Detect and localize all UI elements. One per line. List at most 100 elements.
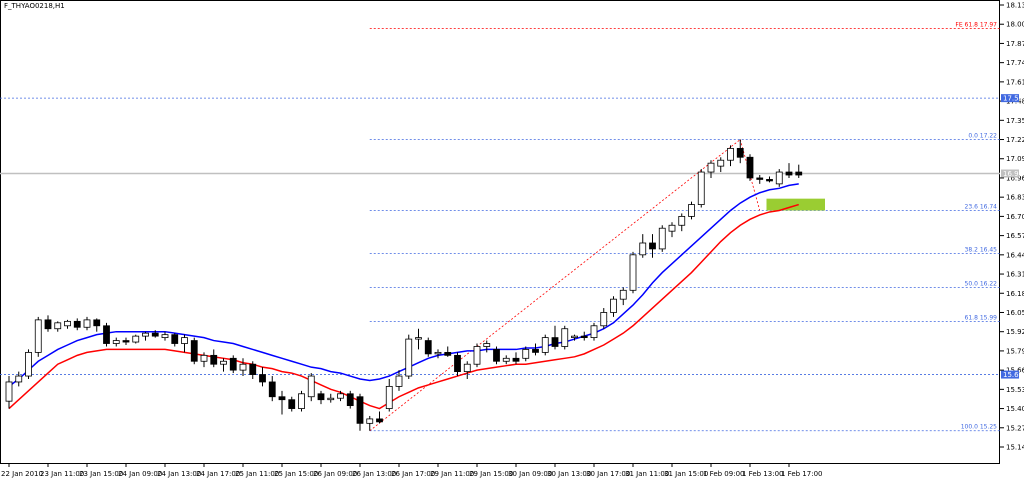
candle-body	[619, 289, 627, 300]
candle-body	[541, 337, 549, 353]
candle-body	[678, 215, 686, 226]
candle-body	[190, 340, 198, 362]
candle-body	[161, 334, 169, 339]
fibo-label: 23.6 16.74	[965, 203, 998, 210]
x-tick-label: 26 Jan 09:00	[313, 470, 357, 478]
x-tick-label: 26 Jan 17:00	[391, 470, 435, 478]
candle-body	[83, 319, 91, 328]
candle-body	[785, 171, 793, 176]
candle-body	[727, 147, 734, 161]
candle-body	[337, 393, 344, 399]
price-badge-label: 16.99	[1003, 170, 1023, 178]
x-tick-label: 29 Jan 15:00	[469, 470, 513, 478]
candle-body	[288, 399, 296, 409]
price-badge	[1001, 94, 1019, 103]
candle-body	[142, 332, 149, 337]
candle-body	[473, 346, 481, 365]
candle-body	[434, 351, 442, 355]
x-tick-label: 25 Jan 11:00	[235, 470, 279, 478]
x-tick-label: 1 Feb 13:00	[742, 470, 783, 478]
candle-body	[356, 396, 364, 424]
candle-body	[580, 335, 588, 339]
candle-body	[746, 156, 754, 179]
y-tick-label: 17.35	[1006, 117, 1024, 125]
y-tick-label: 17.87	[1006, 40, 1024, 48]
candle-body	[385, 385, 393, 409]
y-tick-label: 15.27	[1006, 424, 1024, 432]
price-badge-label: 15.63	[1003, 371, 1023, 379]
x-tick-label: 24 Jan 13:00	[157, 470, 201, 478]
y-tick-label: 17.61	[1006, 78, 1024, 86]
y-tick-label: 16.96	[1006, 174, 1024, 182]
candle-body	[649, 242, 656, 250]
candle-body	[249, 363, 257, 375]
candle-body	[54, 322, 62, 330]
candle-body	[15, 375, 23, 383]
y-tick-label: 17.74	[1006, 59, 1024, 67]
y-tick-label: 18.13	[1006, 2, 1024, 10]
candle-body	[415, 337, 422, 340]
candle-body	[103, 325, 110, 344]
y-tick-label: 15.79	[1006, 347, 1024, 355]
candle-body	[766, 179, 773, 182]
candle-body	[561, 328, 569, 347]
y-tick-label: 17.09	[1006, 155, 1024, 163]
price-badge-label: 17.50	[1003, 95, 1023, 103]
y-tick-label: 18.00	[1006, 21, 1024, 29]
candle-body	[220, 360, 227, 365]
candle-body	[493, 349, 500, 362]
x-tick-label: 1 Feb 17:00	[781, 470, 822, 478]
y-tick-label: 16.05	[1006, 309, 1024, 317]
candle-body	[532, 349, 539, 353]
x-tick-label: 23 Jan 11:00	[40, 470, 84, 478]
candle-body	[590, 325, 598, 339]
x-tick-label: 1 Feb 09:00	[703, 470, 744, 478]
candle-body	[200, 354, 208, 362]
chart-title: F_THYAO0218,H1	[4, 2, 65, 10]
moving-average	[8, 183, 799, 387]
x-tick-label: 30 Jan 13:00	[547, 470, 591, 478]
candle-body	[366, 418, 374, 424]
trendline	[369, 139, 741, 432]
candle-body	[795, 171, 803, 176]
y-tick-label: 15.14	[1006, 444, 1024, 452]
candle-body	[551, 337, 559, 347]
x-tick-label: 22 Jan 2010	[1, 470, 43, 478]
moving-average	[8, 203, 799, 410]
candle-body	[697, 171, 705, 205]
candle-body	[775, 171, 783, 185]
candle-body	[151, 332, 159, 337]
candle-body	[395, 375, 403, 387]
candle-body	[463, 363, 471, 373]
candle-body	[210, 354, 218, 365]
y-tick-label: 16.83	[1006, 194, 1024, 202]
candle-body	[717, 159, 725, 167]
candle-body	[73, 320, 81, 328]
zone	[766, 198, 825, 211]
candle-body	[502, 357, 510, 362]
fibo-label: 0.0 17.22	[968, 133, 997, 140]
candle-body	[600, 312, 608, 327]
candle-body	[376, 418, 383, 423]
candle-body	[424, 340, 432, 355]
candle-body	[668, 224, 676, 232]
y-tick-label: 16.57	[1006, 232, 1024, 240]
candle-body	[756, 177, 764, 180]
candle-body	[736, 147, 744, 158]
candle-body	[278, 396, 286, 401]
candle-body	[122, 340, 130, 343]
y-tick-label: 15.40	[1006, 405, 1024, 413]
candle-body	[483, 343, 491, 347]
candle-body	[307, 375, 315, 398]
x-tick-label: 31 Jan 15:00	[664, 470, 708, 478]
candle-body	[132, 335, 140, 343]
candle-body	[512, 357, 520, 362]
y-tick-label: 16.18	[1006, 290, 1024, 298]
x-tick-label: 24 Jan 09:00	[118, 470, 162, 478]
candle-body	[181, 337, 188, 344]
fibo-label: 61.8 15.99	[965, 314, 998, 321]
candle-body	[454, 354, 461, 373]
y-tick-label: 16.44	[1006, 251, 1024, 259]
y-tick-label: 16.70	[1006, 213, 1024, 221]
plot-frame	[0, 0, 1000, 464]
